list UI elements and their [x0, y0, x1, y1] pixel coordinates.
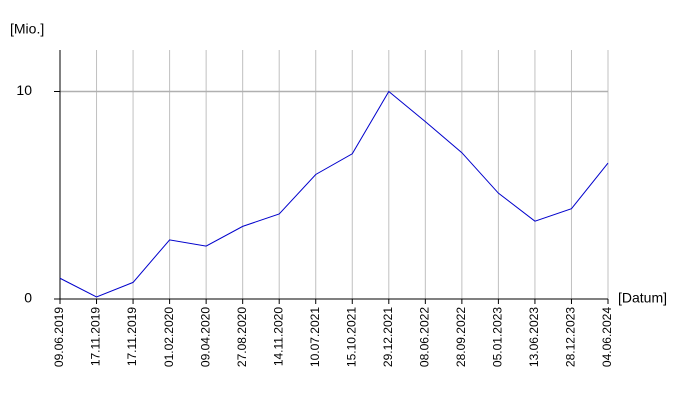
x-tick-label: 04.06.2024: [600, 307, 614, 367]
x-axis-label: [Datum]: [618, 290, 667, 306]
x-tick-label: 05.01.2023: [491, 307, 505, 367]
data-line: [59, 90, 609, 298]
x-tick-label: 13.06.2023: [527, 307, 541, 367]
x-tick-label: 29.12.2021: [381, 307, 395, 367]
x-tick-label: 01.02.2020: [162, 307, 176, 367]
x-tick-label: 17.11.2019: [89, 307, 103, 366]
x-tick-label: 10.07.2021: [308, 307, 322, 367]
x-tick-label: 28.09.2022: [454, 307, 468, 367]
x-tick-label: 27.08.2020: [235, 307, 249, 367]
y-tick-label: 10: [16, 82, 32, 98]
x-tick-label: 17.11.2019: [125, 307, 139, 366]
y-axis-label: [Mio.]: [10, 21, 44, 37]
x-tick-label: 28.12.2023: [564, 307, 578, 367]
x-tick-label: 08.06.2022: [418, 307, 432, 367]
x-tick-label: 15.10.2021: [344, 307, 358, 367]
x-tick-label: 09.04.2020: [198, 307, 212, 367]
y-tick-label: 0: [24, 290, 32, 306]
x-tick-label: 09.06.2019: [52, 307, 66, 367]
x-tick-label: 14.11.2020: [271, 307, 285, 366]
